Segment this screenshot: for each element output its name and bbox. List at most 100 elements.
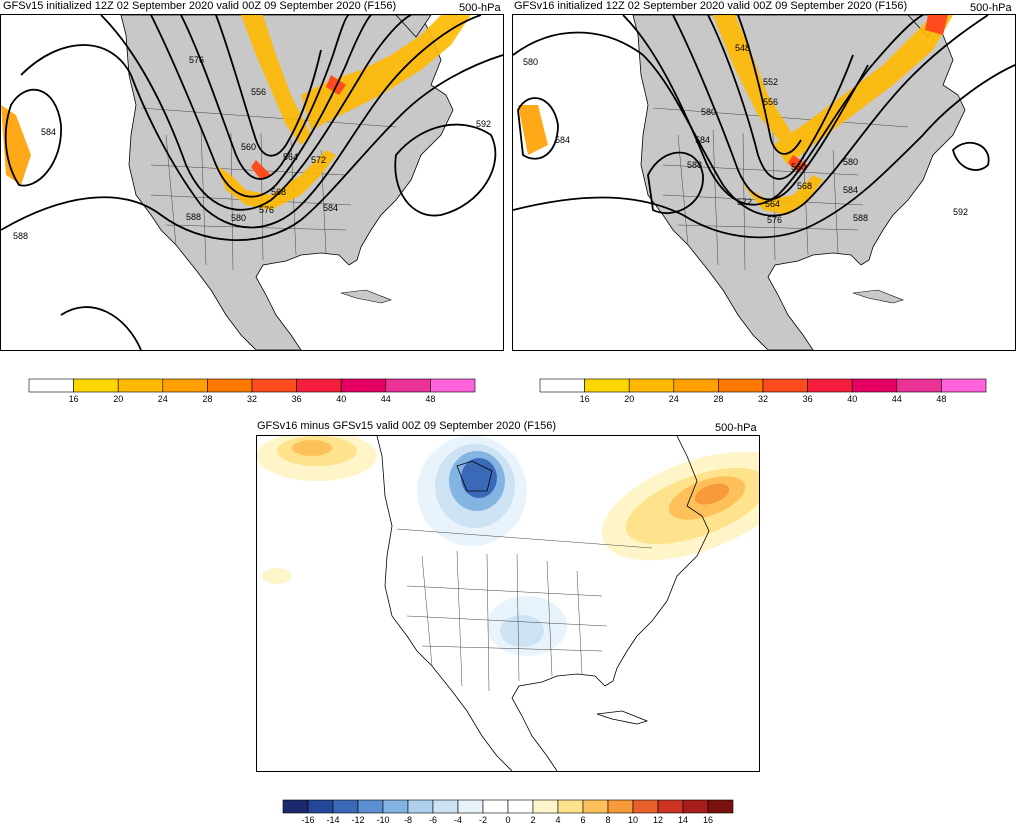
- colorbar-swatch: [117, 378, 164, 393]
- contour-label: 580: [701, 107, 716, 117]
- wind-colorbar-tick-label: 44: [381, 394, 391, 404]
- contour-label: 556: [763, 97, 778, 107]
- diff-colorbar-tick-label: 16: [703, 815, 713, 824]
- diff-colorbar-tick-label: 4: [555, 815, 560, 824]
- colorbar-swatch: [557, 799, 584, 814]
- colorbar-swatch: [382, 799, 409, 814]
- panel3-map: [256, 435, 760, 772]
- diff-colorbar-tick-label: 10: [628, 815, 638, 824]
- contour-label: 592: [476, 119, 491, 129]
- panel2-map: 580 584 548 552 556 580 584 588 560 568 …: [512, 14, 1016, 351]
- panel1-level: 500-hPa: [459, 2, 501, 14]
- colorbar-swatch: [673, 378, 719, 393]
- diff-colorbar-tick-label: -6: [429, 815, 437, 824]
- colorbar-swatch: [482, 799, 509, 814]
- diff-colorbar-tick-label: 12: [653, 815, 663, 824]
- diff-colorbar-tick-label: -2: [479, 815, 487, 824]
- height-contours: [513, 15, 1015, 239]
- contour-label: 576: [189, 55, 204, 65]
- colorbar-swatch: [430, 378, 476, 393]
- contour-label: 584: [695, 135, 710, 145]
- contour-label: 568: [271, 187, 286, 197]
- state-borders: [396, 528, 653, 692]
- colorbar-swatch: [340, 378, 387, 393]
- wind-speed-colorbar: 16 20 24 28 32 36 40 44 48: [539, 378, 987, 404]
- colorbar-swatch: [28, 378, 74, 393]
- diff-colorbar-tick-label: -12: [351, 815, 364, 824]
- colorbar-swatch: [207, 378, 253, 393]
- greenland-land: [395, 15, 432, 38]
- wind-colorbar-tick-label: 28: [202, 394, 212, 404]
- diff-colorbar-tick-label: -4: [454, 815, 462, 824]
- panel2-title: GFSv16 initialized 12Z 02 September 2020…: [514, 0, 908, 12]
- coastlines: [376, 436, 710, 771]
- colorbar-swatch: [296, 378, 342, 393]
- colorbar-swatch: [357, 799, 384, 814]
- colorbar-swatch: [718, 378, 764, 393]
- wind-colorbar-tick-label: 36: [292, 394, 302, 404]
- contour-label: 552: [763, 77, 778, 87]
- panel1-colorbar: 16 20 24 28 32 36 40 44 48: [28, 378, 488, 408]
- contour-label: 580: [843, 157, 858, 167]
- contour-label: 548: [735, 43, 750, 53]
- contour-label: 572: [737, 197, 752, 207]
- colorbar-swatch: [385, 378, 431, 393]
- wind-colorbar-tick-label: 20: [624, 394, 634, 404]
- colorbar-swatch: [607, 799, 634, 814]
- wind-colorbar-tick-label: 44: [892, 394, 902, 404]
- colorbar-swatch: [73, 378, 119, 393]
- wind-speed-colorbar: 16 20 24 28 32 36 40 44 48: [28, 378, 476, 404]
- diff-colorbar-tick-label: 14: [678, 815, 688, 824]
- wind-shading: [518, 15, 953, 215]
- contour-label: 568: [797, 181, 812, 191]
- height-contours: [1, 15, 503, 350]
- wind-colorbar-tick-label: 24: [158, 394, 168, 404]
- diff-colorbar-tick-label: 2: [530, 815, 535, 824]
- contour-label: 572: [311, 155, 326, 165]
- colorbar-swatch: [682, 799, 709, 814]
- panel2-colorbar: 16 20 24 28 32 36 40 44 48: [539, 378, 999, 408]
- wind-colorbar-tick-label: 16: [580, 394, 590, 404]
- wind-colorbar-tick-label: 40: [336, 394, 346, 404]
- colorbar-swatch: [707, 799, 734, 814]
- wind-colorbar-tick-label: 48: [936, 394, 946, 404]
- wind-colorbar-tick-label: 40: [847, 394, 857, 404]
- colorbar-swatch: [162, 378, 208, 393]
- colorbar-swatch: [432, 799, 459, 814]
- diff-colorbar-tick-label: 6: [580, 815, 585, 824]
- panel1-contour-labels: 576 556 560 564 568 572 576 580 584 588 …: [13, 55, 491, 241]
- wind-colorbar-tick-label: 20: [113, 394, 123, 404]
- contour-label: 564: [765, 199, 780, 209]
- cuba-land: [852, 289, 904, 304]
- panel1-title: GFSv15 initialized 12Z 02 September 2020…: [3, 0, 397, 12]
- contour-label: 584: [323, 203, 338, 213]
- colorbar-swatch: [507, 799, 534, 814]
- colorbar-swatch: [807, 378, 853, 393]
- contour-label: 560: [791, 162, 806, 172]
- panel2-contour-labels: 580 584 548 552 556 580 584 588 560 568 …: [523, 43, 968, 225]
- contour-label: 584: [41, 127, 56, 137]
- contour-label: 576: [259, 205, 274, 215]
- diff-colorbar-tick-label: -8: [404, 815, 412, 824]
- contour-label: 592: [953, 207, 968, 217]
- wind-colorbar-tick-label: 28: [713, 394, 723, 404]
- diff-colorbar-tick-label: -10: [376, 815, 389, 824]
- panel1-map: 576 556 560 564 568 572 576 580 584 588 …: [0, 14, 504, 351]
- colorbar-swatch: [896, 378, 942, 393]
- contour-label: 588: [13, 231, 28, 241]
- colorbar-swatch: [407, 799, 434, 814]
- panel3-level: 500-hPa: [715, 422, 757, 434]
- north-america-land: [632, 15, 966, 350]
- colorbar-swatch: [628, 378, 675, 393]
- contour-label: 580: [231, 213, 246, 223]
- diff-colorbar-tick-label: -16: [301, 815, 314, 824]
- cuba-land: [340, 289, 392, 304]
- wind-colorbar-tick-label: 36: [803, 394, 813, 404]
- colorbar-swatch: [532, 799, 559, 814]
- colorbar-swatch: [851, 378, 898, 393]
- panel1-map-graphic: 576 556 560 564 568 572 576 580 584 588 …: [1, 15, 503, 350]
- wind-colorbar-tick-label: 48: [425, 394, 435, 404]
- colorbar-swatch: [539, 378, 585, 393]
- colorbar-swatch: [282, 799, 309, 814]
- contour-label: 564: [283, 152, 298, 162]
